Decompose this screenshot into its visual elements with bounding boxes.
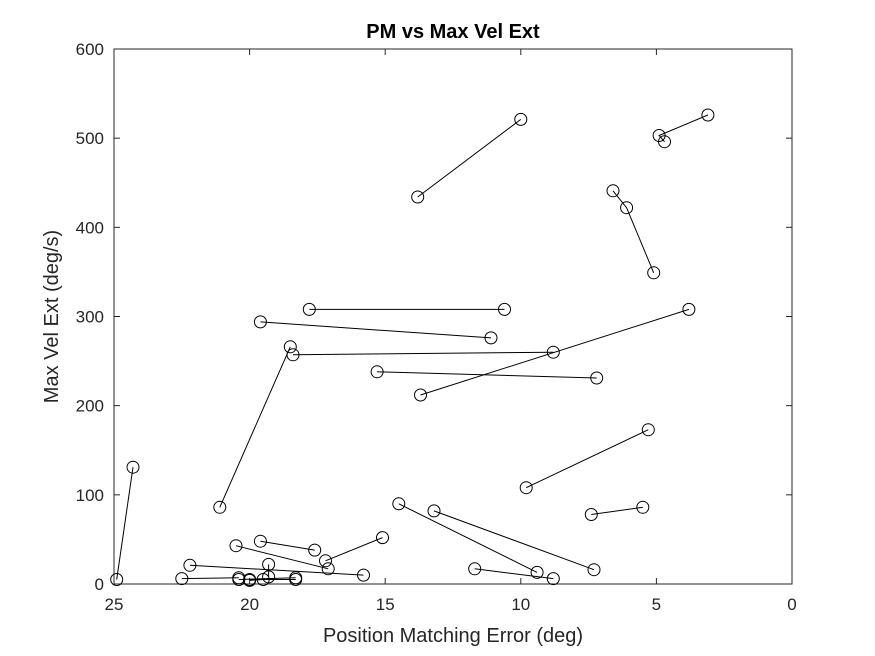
connecting-line (377, 371, 597, 379)
connecting-line (658, 114, 709, 143)
data-point-marker (427, 504, 441, 518)
x-tick-label: 5 (652, 595, 661, 614)
data-point-marker (289, 573, 303, 586)
data-point-marker (587, 563, 601, 577)
data-point-marker (175, 572, 189, 586)
data-point-marker (302, 302, 316, 316)
connecting-line (398, 503, 538, 573)
data-point-marker (183, 558, 197, 572)
data-point-marker (584, 508, 598, 521)
chart-title: PM vs Max Vel Ext (366, 21, 540, 43)
data-point-marker (392, 497, 406, 511)
x-tick-label: 10 (511, 595, 530, 614)
data-point-marker (321, 562, 335, 576)
x-tick-label: 20 (240, 595, 259, 614)
y-tick-label: 400 (76, 218, 104, 237)
data-point-marker (498, 302, 511, 316)
data-point-marker (546, 572, 560, 586)
x-tick-label: 0 (787, 595, 796, 614)
data-point-marker (283, 340, 297, 354)
connecting-line (325, 537, 383, 562)
connecting-line (238, 577, 296, 580)
connecting-line (260, 540, 315, 551)
data-point-marker (641, 423, 655, 437)
data-point-marker (636, 500, 650, 514)
connecting-line (591, 506, 643, 515)
connecting-line (116, 467, 134, 580)
data-point-marker (530, 565, 544, 579)
data-point-marker (110, 573, 124, 586)
data-point-marker (514, 112, 528, 126)
data-point-marker (620, 201, 634, 215)
data-point-marker (414, 388, 427, 402)
y-tick-label: 200 (76, 397, 104, 416)
connecting-line (181, 577, 239, 580)
data-point-marker (411, 190, 425, 204)
data-point-marker (357, 568, 370, 582)
data-points (110, 108, 715, 587)
data-point-marker (256, 573, 270, 586)
data-point-marker (229, 539, 243, 553)
data-point-marker (232, 573, 246, 586)
data-point-marker (308, 543, 322, 557)
data-point-marker (126, 460, 140, 474)
connecting-line (433, 510, 595, 571)
data-point-marker (647, 266, 661, 280)
plot-area (113, 48, 793, 585)
data-point-marker (286, 348, 300, 362)
y-tick-label: 300 (76, 308, 104, 327)
x-axis-label: Position Matching Error (deg) (323, 625, 583, 647)
y-tick-label: 600 (76, 40, 104, 59)
data-point-marker (606, 184, 620, 198)
y-axis-label: Max Vel Ext (deg/s) (41, 230, 63, 403)
connecting-line (260, 321, 492, 339)
data-point-marker (376, 531, 389, 545)
data-point-marker (253, 315, 267, 329)
y-tick-label: 500 (76, 129, 104, 148)
connecting-line (417, 119, 522, 198)
y-tick-label: 100 (76, 486, 104, 505)
connecting-line (525, 429, 649, 489)
connecting-lines (116, 114, 709, 581)
data-point-marker (546, 345, 560, 359)
connecting-line (420, 308, 690, 396)
data-point-marker (658, 135, 671, 149)
connecting-line (235, 545, 329, 570)
x-tick-label: 25 (105, 595, 124, 614)
x-tick-label: 15 (376, 595, 395, 614)
connecting-line (189, 564, 364, 576)
data-point-marker (468, 562, 482, 576)
data-point-marker (701, 108, 715, 122)
connecting-line (219, 346, 291, 508)
data-point-marker (484, 331, 498, 345)
data-point-marker (682, 302, 696, 316)
data-point-marker (319, 554, 332, 568)
connecting-line (292, 351, 554, 356)
y-tick-label: 0 (95, 575, 104, 594)
data-point-marker (590, 371, 604, 385)
data-point-marker (243, 573, 257, 586)
data-point-marker (253, 534, 267, 548)
connecting-line (612, 190, 655, 273)
data-point-marker (213, 500, 227, 514)
data-point-marker (370, 365, 384, 379)
data-point-marker (519, 481, 533, 495)
